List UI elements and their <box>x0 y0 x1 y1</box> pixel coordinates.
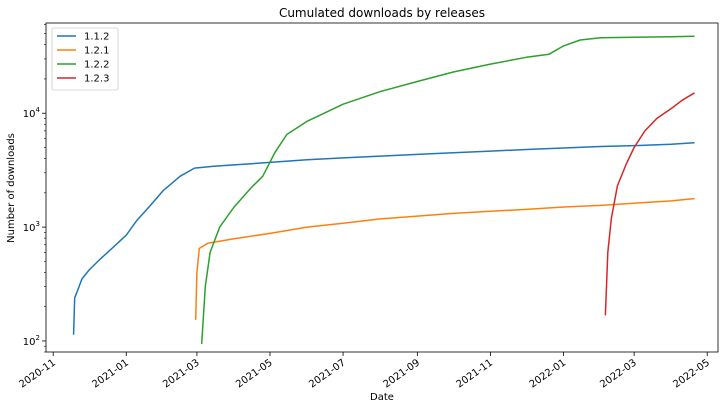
legend-box <box>51 27 119 91</box>
y-tick-label: 103 <box>23 220 40 234</box>
x-tick-label: 2021-07 <box>307 357 348 390</box>
x-tick-label: 2022-03 <box>598 357 639 390</box>
x-axis: 2020-11 2021-01 2021-03 2021-05 2021-07 2021-… <box>17 352 712 390</box>
legend-label: 1.2.3 <box>84 74 109 85</box>
x-tick-label: 2022-05 <box>671 357 712 390</box>
series-group <box>72 35 695 345</box>
x-tick-label: 2021-11 <box>455 357 496 390</box>
x-tick-label: 2020-11 <box>17 357 58 390</box>
x-tick-label: 2021-05 <box>234 357 275 390</box>
series-line-1-2-3 <box>604 92 695 316</box>
chart-title: Cumulated downloads by releases <box>279 6 485 20</box>
x-axis-label: Date <box>370 392 394 403</box>
y-tick-label: 102 <box>23 334 40 348</box>
x-tick-label: 2022-01 <box>528 357 569 390</box>
legend: 1.1.2 1.2.1 1.2.2 1.2.3 <box>51 27 119 91</box>
x-tick-label: 2021-09 <box>382 357 423 390</box>
x-tick-label: 2021-03 <box>161 357 202 390</box>
y-tick-label: 104 <box>23 106 41 120</box>
legend-label: 1.2.1 <box>84 46 109 57</box>
series-line-1-1-2 <box>72 142 695 335</box>
legend-label: 1.2.2 <box>84 60 109 71</box>
series-line-1-2-1 <box>194 197 695 321</box>
legend-label: 1.1.2 <box>84 32 109 43</box>
y-axis: 102 103 104 <box>23 24 46 353</box>
y-axis-label: Number of downloads <box>6 133 17 243</box>
plot-area <box>45 22 719 353</box>
series-line-1-2-2 <box>200 35 695 345</box>
x-tick-label: 2021-01 <box>90 357 131 390</box>
